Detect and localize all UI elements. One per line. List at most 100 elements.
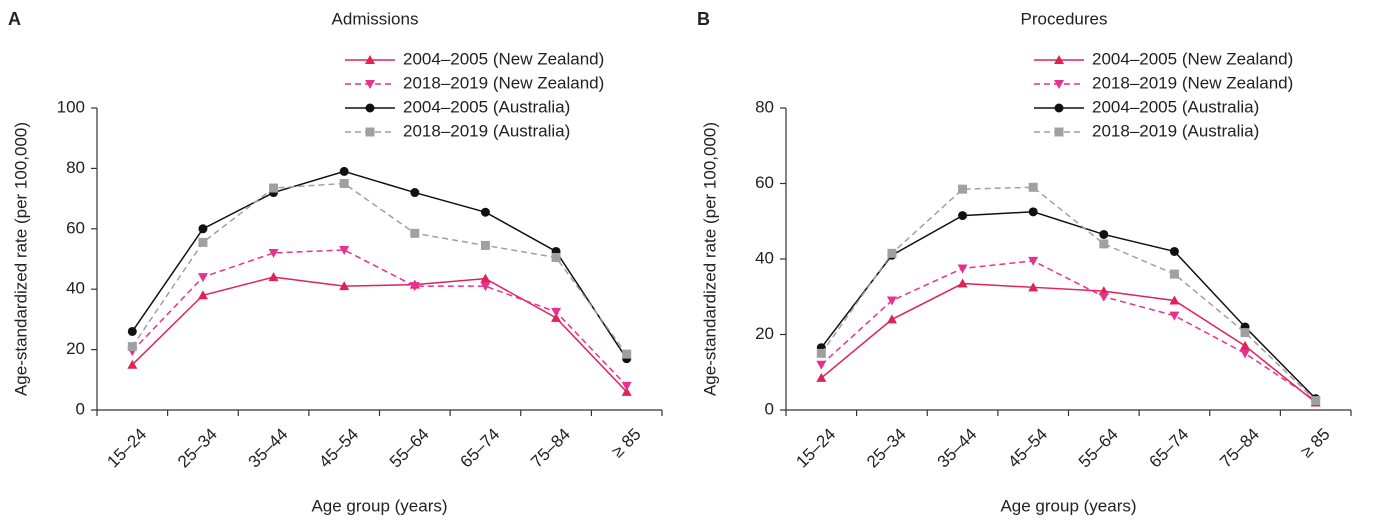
x-tick-label: ≥ 85 (608, 425, 645, 462)
x-axis-title: Age group (years) (1000, 496, 1136, 515)
data-point (958, 211, 968, 221)
y-tick-label: 40 (755, 248, 774, 267)
panel-label: B (697, 9, 710, 29)
y-tick-label: 60 (755, 173, 774, 192)
data-point (409, 282, 420, 292)
data-point (339, 166, 349, 176)
data-point (1099, 229, 1109, 239)
y-tick-label: 20 (66, 339, 85, 358)
data-point (1028, 256, 1039, 266)
series-line (131, 276, 628, 393)
y-tick-label: 0 (765, 399, 774, 418)
legend-marker (365, 103, 375, 113)
data-point (410, 228, 420, 238)
legend-marker (1054, 80, 1064, 89)
data-point (197, 290, 208, 300)
data-point (127, 359, 138, 369)
y-tick-label: 0 (76, 399, 85, 418)
y-axis-title: Age-standardized rate (per 100,000) (700, 122, 719, 396)
legend-marker (365, 55, 375, 64)
x-tick-label: ≥ 85 (1297, 425, 1334, 462)
y-tick-label: 20 (755, 324, 774, 343)
legend-label: 2018–2019 (New Zealand) (1092, 73, 1293, 92)
legend-label: 2004–2005 (New Zealand) (1092, 49, 1293, 68)
legend-label: 2004–2005 (Australia) (403, 97, 570, 116)
data-point (551, 307, 562, 317)
legend-marker (1054, 103, 1064, 113)
series-line (131, 170, 628, 360)
data-point (1240, 349, 1251, 359)
data-point (410, 188, 420, 198)
x-tick-label: 75–84 (527, 425, 574, 472)
legend-label: 2018–2019 (Australia) (403, 121, 570, 140)
x-tick-label: 65–74 (457, 425, 504, 472)
data-point (268, 272, 279, 282)
x-tick-label: 15–24 (792, 425, 839, 472)
data-point (816, 360, 827, 370)
x-axis-title: Age group (years) (311, 496, 447, 515)
data-point (127, 342, 137, 352)
x-tick-label: 55–64 (1075, 425, 1122, 472)
y-tick-label: 80 (66, 158, 85, 177)
data-point (816, 348, 826, 358)
y-axis-title: Age-standardized rate (per 100,000) (11, 122, 30, 396)
data-point (1240, 328, 1250, 338)
x-tick-label: 45–54 (1004, 425, 1051, 472)
y-tick-label: 100 (57, 97, 85, 116)
legend-label: 2018–2019 (Australia) (1092, 121, 1259, 140)
data-point (957, 264, 968, 274)
legend-label: 2004–2005 (Australia) (1092, 97, 1259, 116)
x-tick-label: 75–84 (1216, 425, 1263, 472)
y-tick-label: 60 (66, 218, 85, 237)
data-point (621, 381, 632, 391)
chart-title: Admissions (332, 9, 419, 28)
data-point (1099, 239, 1109, 249)
x-tick-label: 25–34 (863, 425, 910, 472)
series-line (131, 182, 628, 355)
chart-title: Procedures (1021, 9, 1108, 28)
data-point (1169, 311, 1180, 321)
x-tick-label: 25–34 (174, 425, 221, 472)
series-line (820, 186, 1317, 402)
data-point (816, 372, 827, 382)
series-line (131, 249, 628, 387)
data-point (269, 183, 279, 193)
x-tick-label: 45–54 (315, 425, 362, 472)
x-tick-label: 35–44 (934, 425, 981, 472)
data-point (1098, 292, 1109, 302)
legend-label: 2018–2019 (New Zealand) (403, 73, 604, 92)
data-point (957, 278, 968, 288)
data-point (886, 296, 897, 306)
data-point (1169, 295, 1180, 305)
data-point (339, 281, 350, 291)
legend-marker (365, 80, 375, 89)
data-point (1311, 396, 1321, 406)
series-line (820, 211, 1317, 400)
data-point (198, 224, 208, 234)
data-point (198, 237, 208, 247)
legend-marker (1054, 55, 1064, 64)
x-tick-label: 65–74 (1146, 425, 1193, 472)
data-point (127, 326, 137, 336)
data-point (197, 273, 208, 283)
data-point (268, 248, 279, 258)
data-point (622, 349, 632, 359)
data-point (886, 314, 897, 324)
x-tick-label: 55–64 (386, 425, 433, 472)
data-point (1240, 340, 1251, 350)
data-point (1028, 182, 1038, 192)
series-line (820, 260, 1317, 402)
data-point (958, 184, 968, 194)
data-point (1028, 282, 1039, 292)
data-point (621, 386, 632, 396)
data-point (480, 282, 491, 292)
y-tick-label: 40 (66, 279, 85, 298)
data-point (551, 252, 561, 262)
x-tick-label: 15–24 (103, 425, 150, 472)
data-point (339, 245, 350, 255)
legend-marker (365, 127, 375, 137)
y-tick-label: 80 (755, 97, 774, 116)
series-line (820, 282, 1317, 404)
data-point (480, 207, 490, 217)
